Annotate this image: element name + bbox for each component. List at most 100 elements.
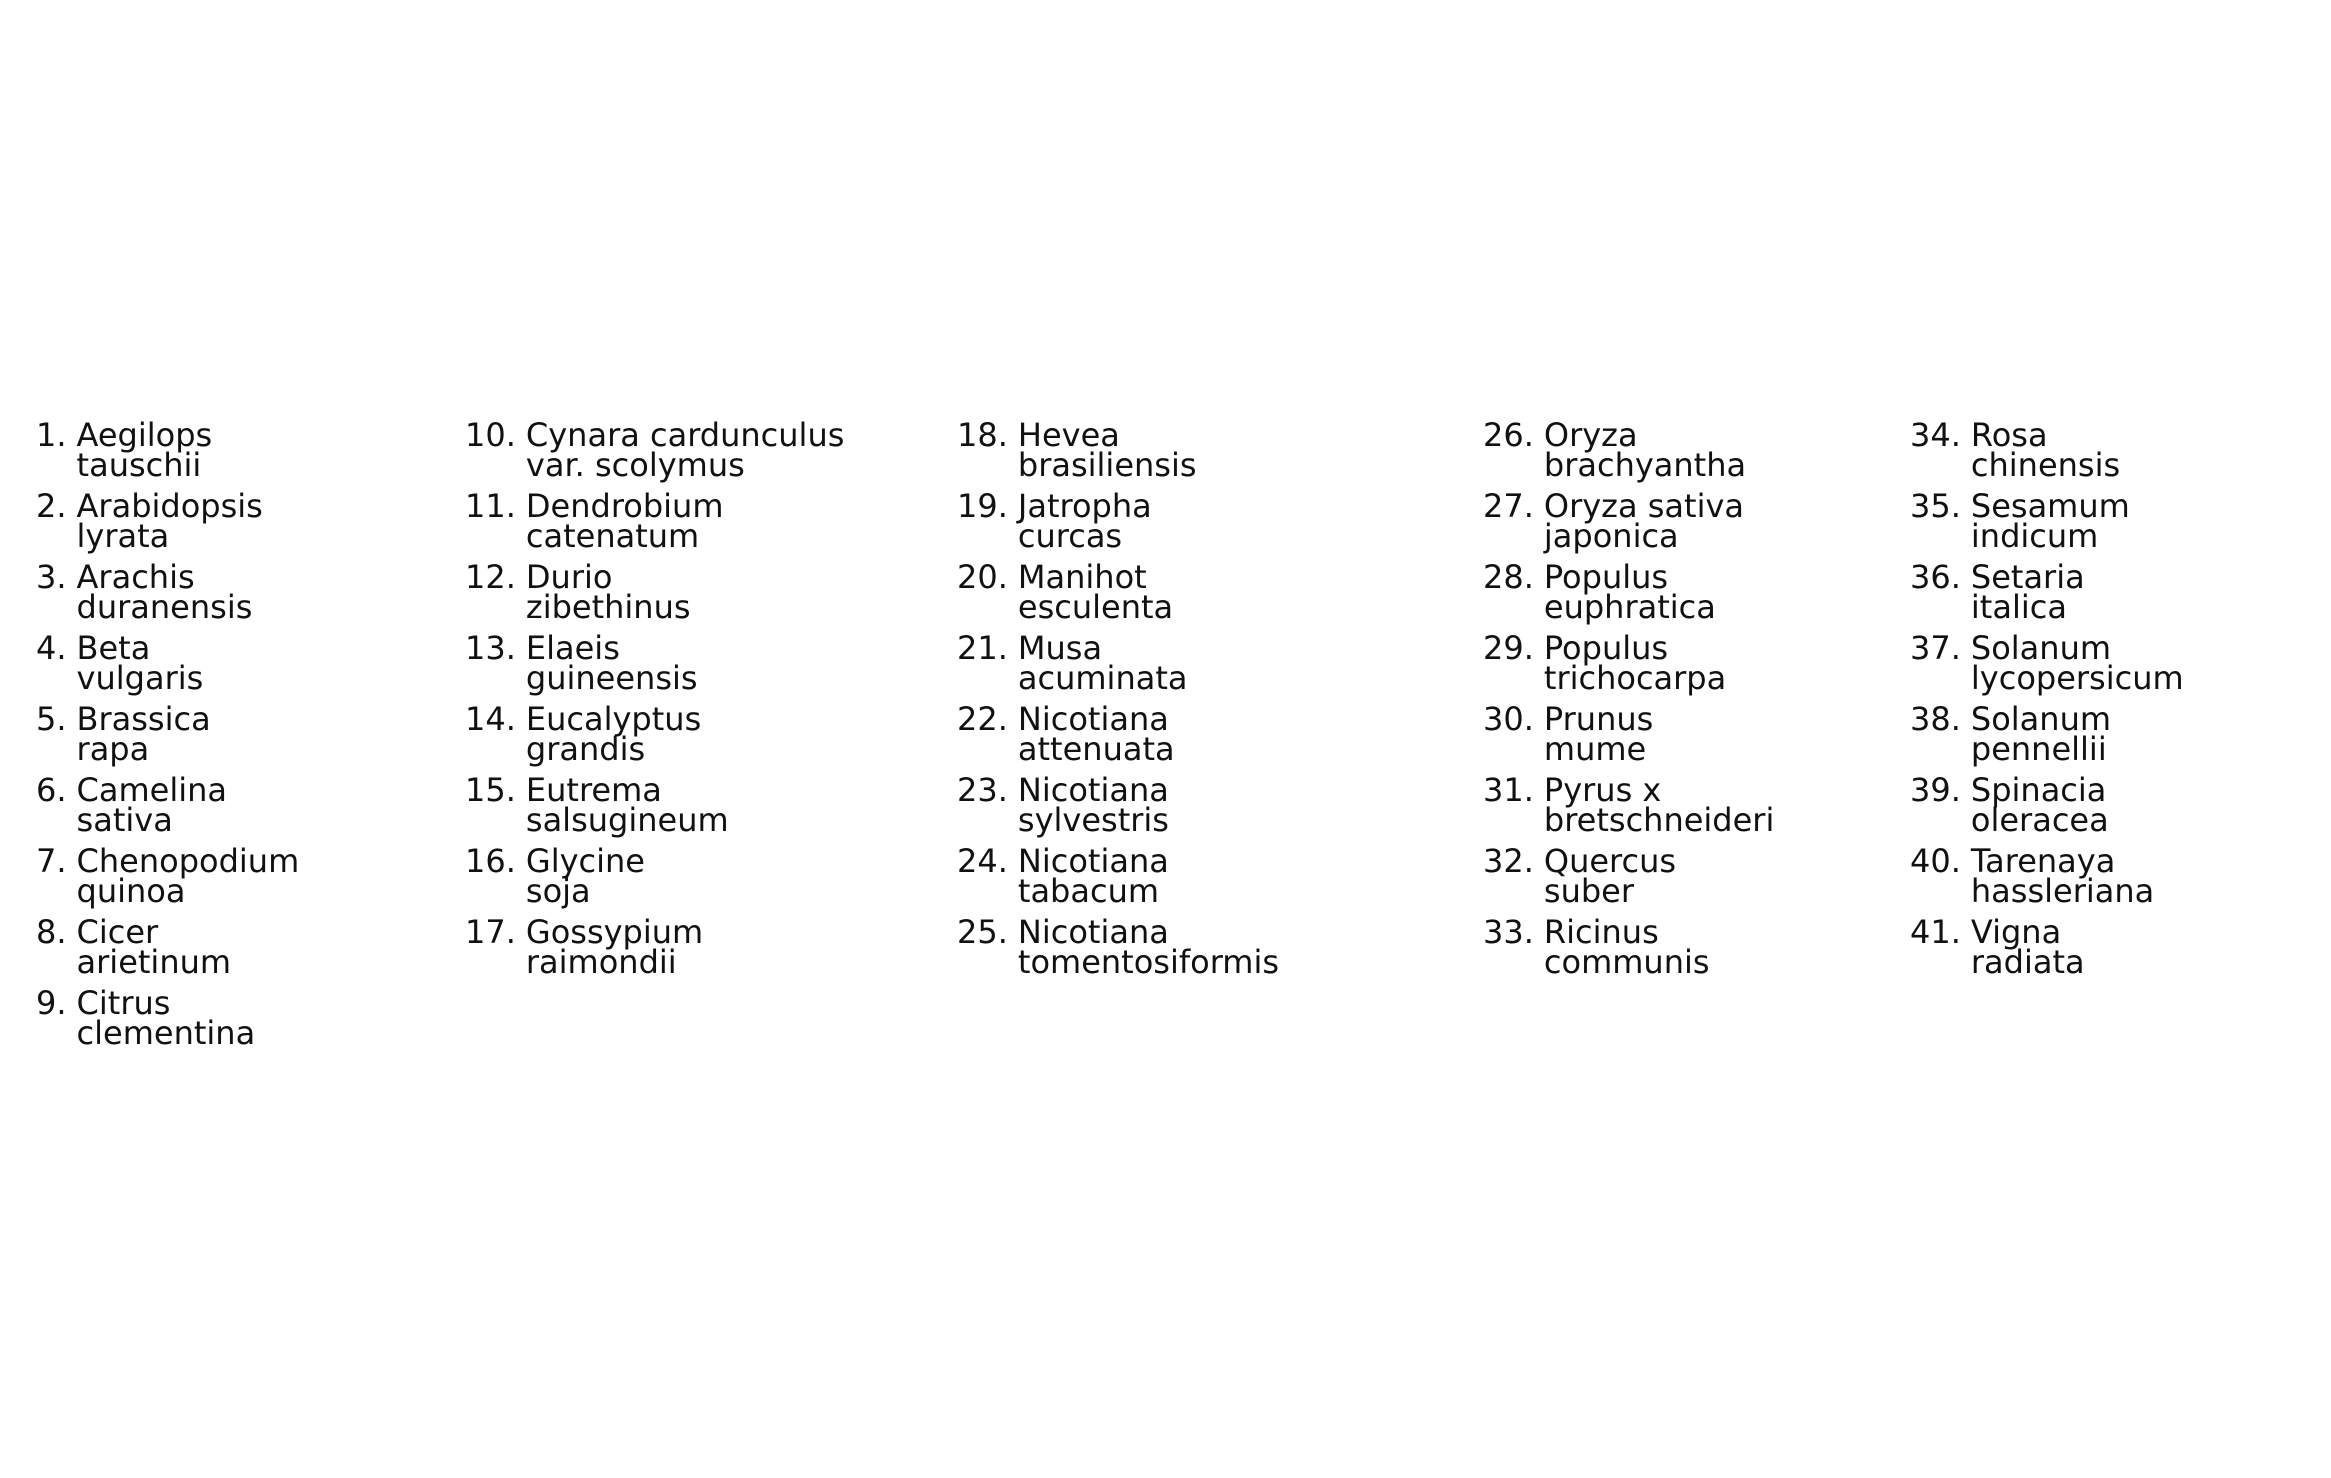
- entry-name: Aegilops tauschii: [76, 416, 213, 484]
- entry-number: 12.: [465, 558, 516, 596]
- entry-number: 3.: [36, 558, 67, 596]
- entry-name: Sesamum indicum: [1970, 487, 2130, 555]
- entry-number: 1.: [36, 416, 67, 454]
- legend-entry: 5. Brassica rapa: [36, 700, 211, 768]
- entry-name: Citrus clementina: [76, 984, 256, 1052]
- entry-number: 30.: [1483, 700, 1534, 738]
- entry-number: 25.: [957, 913, 1008, 951]
- legend-entry: 17. Gossypium raimondii: [465, 913, 704, 981]
- legend-entry: 4. Beta vulgaris: [36, 629, 204, 697]
- legend-entry: 33. Ricinus communis: [1483, 913, 1710, 981]
- legend-entry: 29. Populus trichocarpa: [1483, 629, 1727, 697]
- entry-name: Populus trichocarpa: [1543, 629, 1727, 697]
- legend-entry: 26. Oryza brachyantha: [1483, 416, 1746, 481]
- legend-entry: 18. Hevea brasiliensis: [957, 416, 1197, 484]
- entry-number: 14.: [465, 700, 516, 738]
- entry-name: Prunus mume: [1543, 700, 1654, 768]
- legend-entry: 12. Durio zibethinus: [465, 558, 691, 626]
- legend-entry: 21. Musa acuminata: [957, 629, 1187, 694]
- entry-number: 37.: [1910, 629, 1961, 667]
- entry-number: 16.: [465, 842, 516, 880]
- entry-number: 33.: [1483, 913, 1534, 951]
- entry-number: 8.: [36, 913, 67, 951]
- entry-name: Brassica rapa: [76, 700, 211, 768]
- entry-number: 40.: [1910, 842, 1961, 880]
- legend-entry: 36. Setaria italica: [1910, 558, 2085, 626]
- entry-number: 9.: [36, 984, 67, 1022]
- entry-name: Setaria italica: [1970, 558, 2085, 626]
- legend-entry: 22. Nicotiana attenuata: [957, 700, 1175, 768]
- legend-entry: 25. Nicotiana tomentosiformis: [957, 913, 1280, 981]
- entry-name: Eucalyptus grandis: [525, 700, 702, 768]
- entry-name: Nicotiana attenuata: [1017, 700, 1175, 768]
- entry-name: Durio zibethinus: [525, 558, 691, 626]
- legend-entry: 34. Rosa chinensis: [1910, 416, 2120, 481]
- entry-number: 11.: [465, 487, 516, 525]
- legend-entry: 19. Jatropha curcas: [957, 487, 1152, 552]
- entry-number: 36.: [1910, 558, 1961, 596]
- entry-number: 20.: [957, 558, 1008, 596]
- legend-entry: 27. Oryza sativa japonica: [1483, 487, 1759, 555]
- entry-number: 41.: [1910, 913, 1961, 951]
- entry-number: 29.: [1483, 629, 1534, 667]
- entry-number: 38.: [1910, 700, 1961, 738]
- legend-entry: 10. Cynara cardunculus var. scolymus: [465, 416, 846, 481]
- entry-number: 24.: [957, 842, 1008, 880]
- entry-number: 6.: [36, 771, 67, 809]
- entry-number: 34.: [1910, 416, 1961, 454]
- legend-entry: 40. Tarenaya hassleriana: [1910, 842, 2154, 907]
- legend-entry: 32. Quercus suber: [1483, 845, 1676, 907]
- entry-name: Spinacia oleracea: [1970, 771, 2109, 839]
- legend-entry: 38. Solanum pennellii: [1910, 700, 2112, 768]
- legend-entry: 31. Pyrus x bretschneideri: [1483, 771, 1775, 839]
- legend-entry: 35. Sesamum indicum: [1910, 487, 2130, 555]
- entry-name: Beta vulgaris: [76, 629, 204, 697]
- entry-number: 4.: [36, 629, 67, 667]
- entry-name: Solanum lycopersicum: [1970, 629, 2184, 697]
- legend-entry: 41. Vigna radiata: [1910, 913, 2085, 981]
- legend-entry: 2. Arabidopsis lyrata: [36, 487, 263, 552]
- legend-entry: 28. Populus euphratica: [1483, 558, 1716, 626]
- entry-name: Nicotiana tomentosiformis: [1017, 913, 1280, 981]
- species-legend-list: 1. Aegilops tauschii 2. Arabidopsis lyra…: [0, 416, 2331, 1049]
- legend-entry: 1. Aegilops tauschii: [36, 416, 213, 484]
- legend-entry: 15. Eutrema salsugineum: [465, 771, 729, 836]
- entry-name: Chenopodium quinoa: [76, 842, 300, 910]
- entry-number: 19.: [957, 487, 1008, 525]
- entry-name: Gossypium raimondii: [525, 913, 704, 981]
- entry-name: Camelina sativa: [76, 771, 228, 839]
- legend-entry: 37. Solanum lycopersicum: [1910, 629, 2184, 697]
- entry-number: 23.: [957, 771, 1008, 809]
- entry-name: Elaeis guineensis: [525, 629, 698, 697]
- legend-entry: 30. Prunus mume: [1483, 700, 1654, 768]
- entry-number: 21.: [957, 629, 1008, 667]
- legend-entry: 3. Arachis duranensis: [36, 558, 253, 626]
- entry-name: Arachis duranensis: [76, 558, 253, 626]
- entry-number: 5.: [36, 700, 67, 738]
- entry-number: 7.: [36, 842, 67, 880]
- entry-name: Oryza sativa japonica: [1543, 487, 1745, 555]
- legend-entry: 11. Dendrobium catenatum: [465, 487, 724, 552]
- entry-number: 17.: [465, 913, 516, 951]
- entry-name: Populus euphratica: [1543, 558, 1716, 626]
- entry-name: Glycine soja: [525, 842, 645, 910]
- entry-number: 2.: [36, 487, 67, 525]
- legend-entry: 14. Eucalyptus grandis: [465, 700, 702, 768]
- entry-name: Vigna radiata: [1970, 913, 2085, 981]
- entry-name: Pyrus x bretschneideri: [1543, 771, 1775, 839]
- entry-number: 27.: [1483, 487, 1534, 525]
- entry-name: Nicotiana tabacum: [1017, 842, 1169, 910]
- entry-number: 22.: [957, 700, 1008, 738]
- entry-name: Cicer arietinum: [76, 913, 232, 981]
- legend-entry: 16. Glycine soja: [465, 842, 645, 910]
- legend-entry: 7. Chenopodium quinoa: [36, 842, 300, 910]
- entry-number: 31.: [1483, 771, 1534, 809]
- entry-name: Solanum pennellii: [1970, 700, 2112, 768]
- entry-name: Ricinus communis: [1543, 913, 1710, 981]
- entry-number: 10.: [465, 416, 516, 454]
- legend-entry: 23. Nicotiana sylvestris: [957, 771, 1169, 836]
- legend-entry: 8. Cicer arietinum: [36, 913, 232, 981]
- entry-number: 15.: [465, 771, 516, 809]
- entry-name: Hevea brasiliensis: [1017, 416, 1197, 484]
- entry-number: 26.: [1483, 416, 1534, 454]
